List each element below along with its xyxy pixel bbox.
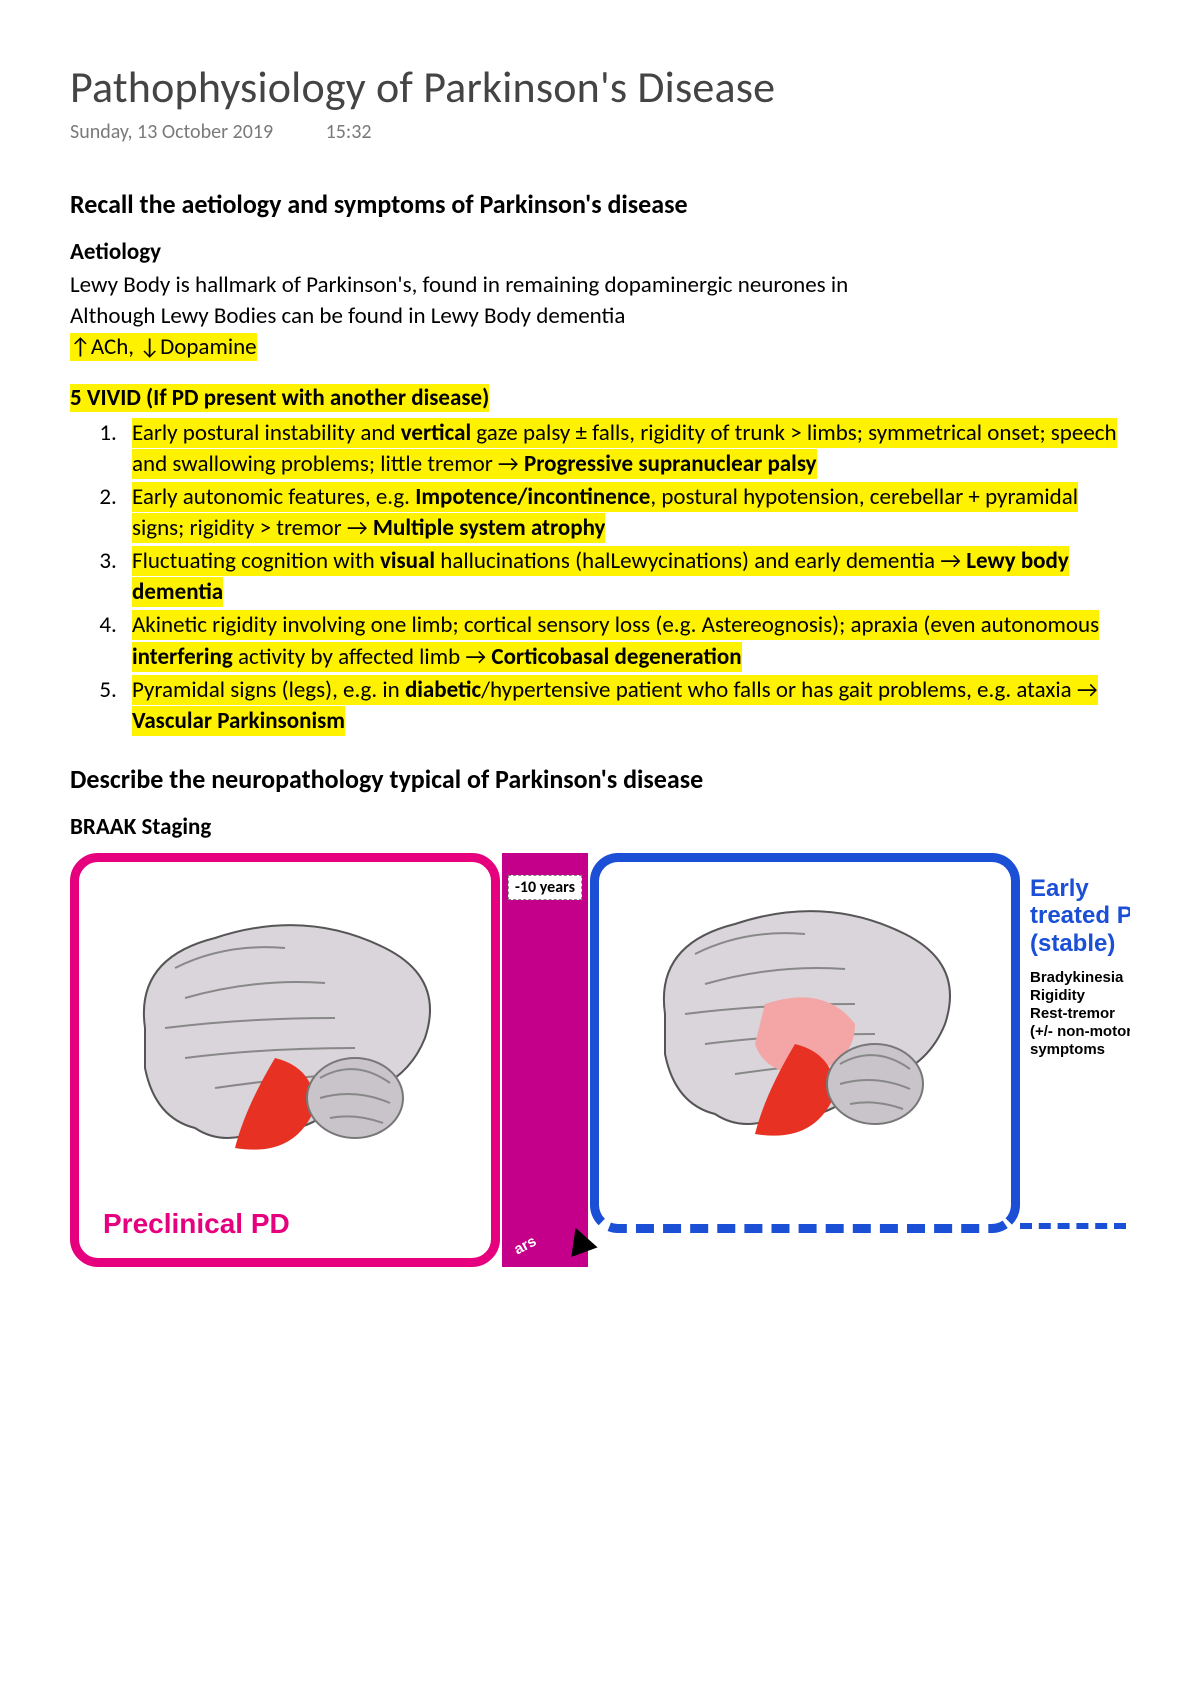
vivid-item-2: Early autonomic features, e.g. Impotence… (122, 482, 1130, 544)
aetiology-line-2: Although Lewy Bodies can be found in Lew… (70, 301, 1130, 332)
symptom-rigidity: Rigidity (1030, 987, 1130, 1005)
meta-time: 15:32 (326, 120, 372, 144)
symptom-nonmotor: (+/- non-motor symptoms (1030, 1023, 1130, 1059)
early-right-labels: Early treated PD (stable) Bradykinesia R… (1030, 875, 1130, 1060)
panel-early-treated (590, 853, 1020, 1233)
section-neuropathology-heading: Describe the neuropathology typical of P… (70, 763, 1130, 795)
panel-preclinical: Preclinical PD (70, 853, 500, 1267)
vivid-heading-line: 5 VIVID (If PD present with another dise… (70, 383, 1130, 414)
vivid-item-5: Pyramidal signs (legs), e.g. in diabetic… (122, 675, 1130, 737)
mid-bar-label: -10 years (508, 875, 582, 900)
braak-label: BRAAK Staging (70, 813, 1130, 841)
page-meta: Sunday, 13 October 2019 15:32 (70, 120, 1130, 144)
early-treated-title-1: Early treated PD (1030, 875, 1130, 930)
page-title: Pathophysiology of Parkinson's Disease (70, 60, 1130, 114)
early-treated-title-2: (stable) (1030, 930, 1130, 958)
brain-preclinical-icon (105, 898, 465, 1158)
aetiology-ach-dopamine: ↑ACh, ↓Dopamine (70, 333, 257, 361)
symptom-bradykinesia: Bradykinesia (1030, 969, 1130, 987)
aetiology-line-1: Lewy Body is hallmark of Parkinson's, fo… (70, 270, 1130, 301)
brain-early-icon (625, 884, 985, 1144)
preclinical-title: Preclinical PD (103, 1208, 290, 1240)
braak-figure: Preclinical PD -10 years Early treated P… (70, 847, 1130, 1267)
vivid-heading: 5 VIVID (If PD present with another dise… (70, 384, 489, 412)
vivid-list: Early postural instability and vertical … (70, 418, 1130, 736)
vivid-item-4: Akinetic rigidity involving one limb; co… (122, 610, 1130, 672)
vivid-item-1: Early postural instability and vertical … (122, 418, 1130, 480)
mid-timeline-bar: -10 years (502, 853, 588, 1267)
vivid-item-3: Fluctuating cognition with visual halluc… (122, 546, 1130, 608)
symptom-rest-tremor: Rest-tremor (1030, 1005, 1130, 1023)
section-aetiology-heading: Recall the aetiology and symptoms of Par… (70, 188, 1130, 220)
aetiology-highlight-line: ↑ACh, ↓Dopamine (70, 332, 1130, 363)
dashed-connector (1020, 1223, 1130, 1229)
aetiology-label: Aetiology (70, 238, 1130, 266)
meta-date: Sunday, 13 October 2019 (70, 120, 273, 144)
